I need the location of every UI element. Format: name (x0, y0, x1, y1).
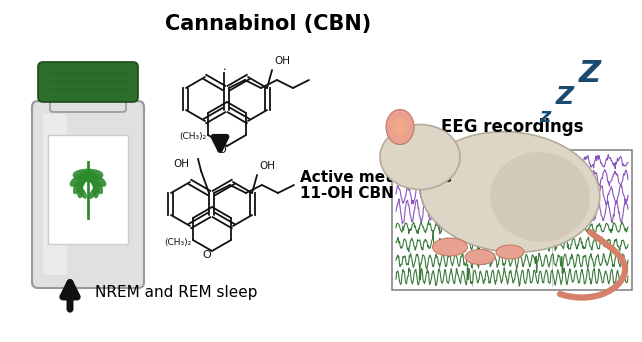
Ellipse shape (392, 117, 408, 137)
Ellipse shape (73, 176, 85, 194)
Text: OH: OH (259, 161, 275, 171)
FancyBboxPatch shape (43, 114, 67, 275)
Ellipse shape (496, 245, 524, 259)
Ellipse shape (73, 169, 103, 181)
Text: Z: Z (579, 60, 601, 89)
Ellipse shape (386, 109, 414, 145)
Text: 11-OH CBN: 11-OH CBN (300, 186, 394, 201)
FancyBboxPatch shape (38, 62, 138, 102)
Text: O: O (203, 250, 211, 260)
Ellipse shape (93, 182, 99, 198)
Ellipse shape (380, 124, 460, 189)
FancyBboxPatch shape (50, 91, 126, 112)
Ellipse shape (490, 152, 590, 242)
Text: z: z (539, 107, 551, 127)
Ellipse shape (77, 182, 83, 198)
Text: Cannabinol (CBN): Cannabinol (CBN) (165, 14, 371, 34)
Text: (CH₃)₂: (CH₃)₂ (179, 132, 207, 142)
Text: Active metabolite: Active metabolite (300, 170, 452, 184)
Text: O: O (218, 145, 227, 155)
Text: OH: OH (173, 159, 189, 169)
Ellipse shape (79, 188, 87, 198)
Ellipse shape (89, 188, 97, 198)
Text: NREM and REM sleep: NREM and REM sleep (95, 285, 257, 300)
Ellipse shape (465, 250, 495, 264)
Text: EEG recordings: EEG recordings (441, 118, 583, 136)
Ellipse shape (70, 171, 93, 186)
FancyBboxPatch shape (48, 135, 128, 244)
Ellipse shape (83, 171, 106, 186)
FancyBboxPatch shape (32, 101, 144, 288)
Ellipse shape (91, 176, 103, 194)
Text: (CH₃)₂: (CH₃)₂ (164, 237, 191, 247)
Ellipse shape (421, 132, 600, 252)
Ellipse shape (433, 238, 467, 256)
Text: OH: OH (274, 56, 290, 66)
Text: •: • (222, 67, 226, 72)
Bar (392, 150, 632, 290)
Text: Z: Z (556, 85, 574, 109)
